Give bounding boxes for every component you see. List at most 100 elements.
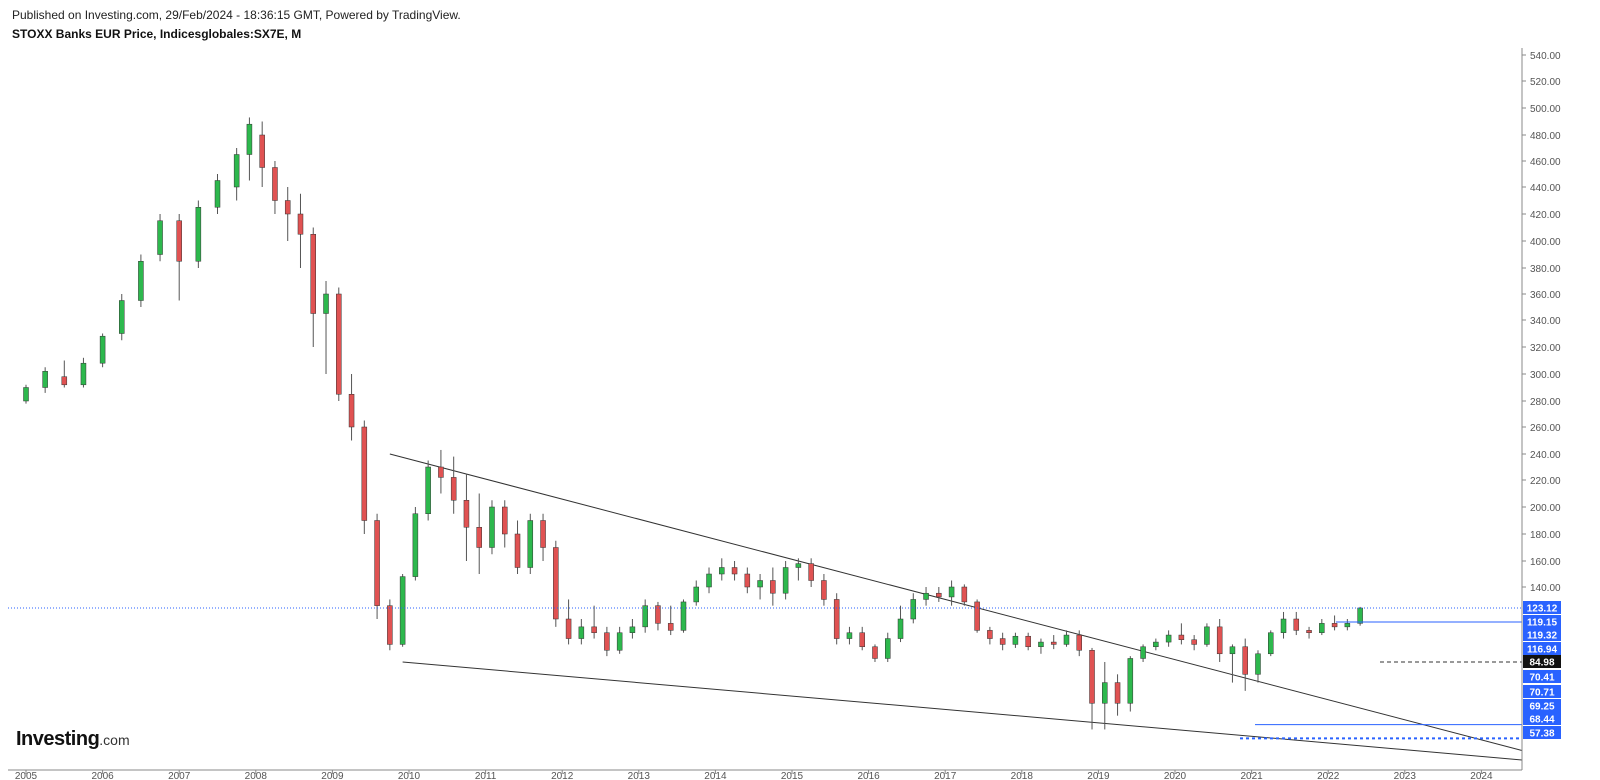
candle-up bbox=[399, 576, 406, 645]
y-tick-label: 140.00 bbox=[1530, 583, 1561, 594]
candle-up bbox=[246, 123, 253, 155]
candle-up bbox=[1140, 646, 1146, 659]
candle-up bbox=[157, 220, 163, 255]
y-tick-label: 340.00 bbox=[1530, 316, 1561, 327]
y-tick-label: 400.00 bbox=[1530, 237, 1561, 248]
x-tick-label: 2020 bbox=[1164, 771, 1187, 780]
price-label: 69.25 bbox=[1529, 702, 1554, 713]
candle-up bbox=[846, 632, 853, 639]
candle-down bbox=[540, 520, 546, 548]
candle-up bbox=[23, 387, 29, 402]
candle-up bbox=[629, 626, 636, 633]
candle-up bbox=[757, 580, 763, 588]
candle-down bbox=[1191, 639, 1197, 645]
candle-down bbox=[348, 394, 355, 428]
candle-up bbox=[214, 180, 221, 208]
candle-up bbox=[1063, 634, 1070, 645]
candle-up bbox=[1165, 634, 1172, 643]
candle-up bbox=[782, 567, 789, 594]
trendlines bbox=[389, 453, 1523, 761]
candle-up bbox=[489, 506, 495, 548]
candle-up bbox=[1255, 653, 1261, 675]
candle-down bbox=[987, 630, 993, 639]
y-tick-label: 180.00 bbox=[1530, 530, 1561, 541]
candle-down bbox=[999, 638, 1006, 645]
y-tick-label: 500.00 bbox=[1530, 104, 1561, 115]
y-tick-label: 480.00 bbox=[1530, 131, 1561, 142]
price-label: 70.41 bbox=[1529, 673, 1554, 684]
candle-up bbox=[897, 618, 904, 639]
candle-up bbox=[1153, 641, 1159, 648]
x-tick-label: 2018 bbox=[1011, 771, 1034, 780]
candle-up bbox=[578, 626, 585, 639]
x-tick-label: 2022 bbox=[1317, 771, 1340, 780]
x-tick-label: 2010 bbox=[398, 771, 421, 780]
price-label: 68.44 bbox=[1529, 715, 1554, 726]
candle-up bbox=[1127, 658, 1134, 704]
candle-up bbox=[706, 573, 712, 588]
candle-down bbox=[297, 213, 304, 235]
candle-down bbox=[1114, 682, 1121, 704]
candle-up bbox=[719, 567, 725, 575]
candle-down bbox=[176, 220, 182, 262]
candle-up bbox=[885, 638, 891, 659]
logo-sub: .com bbox=[99, 732, 130, 748]
y-tick-label: 540.00 bbox=[1530, 51, 1561, 62]
candle-down bbox=[770, 580, 776, 594]
candle-up bbox=[323, 293, 329, 314]
candle-down bbox=[667, 623, 674, 631]
candle-down bbox=[961, 586, 968, 603]
candle-up bbox=[1204, 626, 1210, 645]
y-tick-label: 220.00 bbox=[1530, 476, 1561, 487]
x-tick-label: 2013 bbox=[628, 771, 651, 780]
candle-down bbox=[272, 167, 278, 201]
candle-down bbox=[1216, 626, 1223, 655]
x-tick-label: 2017 bbox=[934, 771, 957, 780]
candle-up bbox=[1268, 632, 1274, 655]
chart-title: STOXX Banks EUR Price, Indicesglobales:S… bbox=[12, 27, 302, 41]
x-tick-label: 2015 bbox=[781, 771, 804, 780]
candle-down bbox=[974, 601, 980, 631]
candle-down bbox=[1331, 623, 1338, 628]
candle-down bbox=[808, 563, 814, 581]
candle-up bbox=[693, 586, 699, 603]
candle-down bbox=[463, 500, 470, 528]
candle-up bbox=[948, 586, 955, 598]
logo-main: Investing bbox=[16, 728, 100, 750]
x-tick-label: 2021 bbox=[1240, 771, 1263, 780]
y-tick-label: 300.00 bbox=[1530, 370, 1561, 381]
price-label-bg bbox=[1523, 712, 1561, 725]
candle-up bbox=[80, 362, 87, 386]
candle-down bbox=[1089, 650, 1095, 704]
candle-down bbox=[1178, 634, 1185, 640]
candle-down bbox=[872, 646, 878, 659]
candle-down bbox=[336, 293, 342, 395]
candle-up bbox=[910, 599, 917, 620]
candle-up bbox=[233, 154, 240, 188]
price-label: 119.15 bbox=[1527, 618, 1557, 629]
y-tick-label: 420.00 bbox=[1530, 210, 1561, 221]
candle-down bbox=[936, 592, 942, 598]
y-tick-label: 460.00 bbox=[1530, 157, 1561, 168]
price-label-bg bbox=[1523, 670, 1561, 683]
candle-down bbox=[450, 477, 457, 501]
candle-up bbox=[1012, 635, 1019, 645]
price-label: 119.32 bbox=[1527, 631, 1557, 642]
lower-trendline bbox=[402, 661, 1523, 761]
y-tick-label: 360.00 bbox=[1530, 290, 1561, 301]
y-tick-label: 280.00 bbox=[1530, 397, 1561, 408]
x-tick-label: 2009 bbox=[321, 771, 344, 780]
candle-down bbox=[833, 599, 840, 639]
price-label: 84.98 bbox=[1529, 658, 1554, 669]
candle-down bbox=[259, 134, 265, 168]
candle-down bbox=[374, 520, 380, 606]
candle-up bbox=[1344, 623, 1351, 628]
price-label-bg bbox=[1523, 601, 1561, 614]
price-label-bg bbox=[1523, 642, 1561, 655]
price-label-bg bbox=[1523, 615, 1561, 628]
price-label-bg bbox=[1523, 726, 1561, 739]
candle-down bbox=[859, 632, 865, 648]
price-label: 70.71 bbox=[1529, 688, 1554, 699]
price-label: 57.38 bbox=[1529, 729, 1554, 740]
